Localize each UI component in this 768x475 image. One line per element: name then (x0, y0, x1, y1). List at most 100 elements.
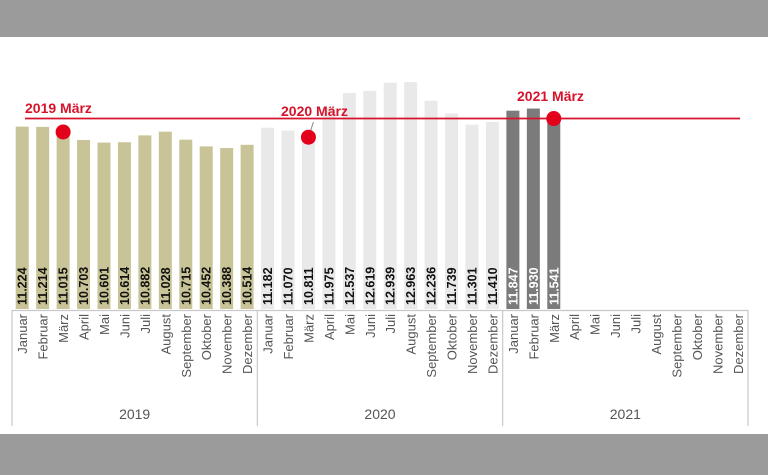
bar (322, 107, 336, 310)
bar (158, 131, 172, 309)
value-label: 10.601 (98, 267, 112, 305)
bar (281, 130, 295, 309)
month-tick-label: Juni (117, 314, 132, 338)
month-tick-label: Januar (15, 313, 30, 353)
month-tick-label: Oktober (690, 313, 705, 360)
bar (445, 113, 459, 310)
bar (485, 121, 499, 309)
bar (15, 126, 29, 309)
month-tick-label: April (77, 314, 92, 340)
value-label: 11.410 (486, 267, 500, 305)
value-label: 11.847 (506, 267, 520, 305)
value-label: 11.015 (57, 267, 71, 305)
bar (199, 146, 213, 309)
bar (240, 144, 254, 309)
month-tick-label: August (404, 314, 419, 355)
month-tick-label: August (649, 314, 664, 355)
month-tick-label: April (567, 314, 582, 340)
bar (506, 110, 520, 309)
month-tick-label: August (158, 314, 173, 355)
month-tick-label: Oktober (445, 313, 460, 360)
bar (363, 90, 377, 309)
highlight-dot (546, 111, 562, 127)
bar (97, 142, 111, 309)
value-label: 11.214 (36, 267, 50, 305)
year-label: 2020 (364, 406, 395, 422)
month-tick-label: März (56, 314, 71, 343)
highlight-dot (300, 129, 316, 145)
bar (465, 124, 479, 309)
month-tick-label: November (465, 313, 480, 374)
month-tick-label: Oktober (199, 313, 214, 360)
bar (424, 100, 438, 309)
value-label: 12.619 (363, 267, 377, 305)
highlight-dot (55, 124, 71, 140)
value-label: 12.963 (404, 267, 418, 305)
year-label: 2019 (119, 406, 150, 422)
value-label: 10.388 (220, 267, 234, 305)
value-label: 10.882 (138, 267, 152, 305)
month-tick-label: April (322, 314, 337, 340)
bar (77, 139, 91, 309)
annotation-label: 2020 März (281, 103, 348, 119)
value-label: 11.182 (261, 267, 275, 305)
value-label: 11.930 (527, 267, 541, 305)
month-tick-label: Juni (608, 314, 623, 338)
month-tick-label: September (424, 313, 439, 377)
value-label: 11.301 (466, 267, 480, 305)
annotation-label: 2019 März (25, 100, 92, 116)
bar (301, 137, 315, 309)
bar (383, 82, 397, 309)
bar (404, 82, 418, 309)
month-tick-label: Februar (36, 313, 51, 359)
month-tick-label: Mai (342, 314, 357, 335)
bar (179, 139, 193, 309)
month-tick-label: Juli (383, 314, 398, 334)
month-tick-label: Juli (138, 314, 153, 334)
value-label: 11.224 (16, 267, 30, 305)
bar (547, 118, 561, 309)
month-tick-label: Januar (261, 313, 276, 353)
month-tick-label: Februar (281, 313, 296, 359)
month-tick-label: März (301, 314, 316, 343)
value-label: 12.537 (343, 267, 357, 305)
month-tick-label: Juli (629, 314, 644, 334)
bar (342, 93, 356, 309)
bar (220, 148, 234, 309)
bar (36, 126, 50, 310)
value-label: 10.614 (118, 267, 132, 305)
bar (526, 108, 540, 309)
value-label: 11.739 (445, 267, 459, 305)
month-tick-label: Juni (363, 314, 378, 338)
month-tick-label: September (179, 313, 194, 377)
value-label: 10.715 (179, 267, 193, 305)
month-tick-label: November (220, 313, 235, 374)
value-label: 12.236 (425, 267, 439, 305)
value-label: 10.811 (302, 267, 316, 305)
month-tick-label: November (710, 313, 725, 374)
month-tick-label: Dezember (731, 313, 746, 374)
month-tick-label: Mai (97, 314, 112, 335)
value-label: 10.452 (200, 267, 214, 305)
month-tick-label: Dezember (485, 313, 500, 374)
month-tick-label: Januar (506, 313, 521, 353)
value-label: 10.514 (241, 267, 255, 305)
top-band (0, 0, 768, 37)
bottom-band (0, 434, 768, 475)
month-tick-label: September (669, 313, 684, 377)
value-label: 11.028 (159, 267, 173, 305)
value-label: 10.703 (77, 267, 91, 305)
bar (56, 131, 70, 309)
bar (117, 142, 131, 309)
year-label: 2021 (610, 406, 641, 422)
value-label: 11.541 (547, 267, 561, 305)
month-tick-label: Mai (588, 314, 603, 335)
bar (261, 127, 275, 309)
annotation-label: 2021 März (517, 88, 584, 104)
month-tick-label: Dezember (240, 313, 255, 374)
value-label: 12.939 (384, 267, 398, 305)
month-tick-label: März (547, 314, 562, 343)
bar (138, 135, 152, 309)
value-label: 11.975 (322, 267, 336, 305)
